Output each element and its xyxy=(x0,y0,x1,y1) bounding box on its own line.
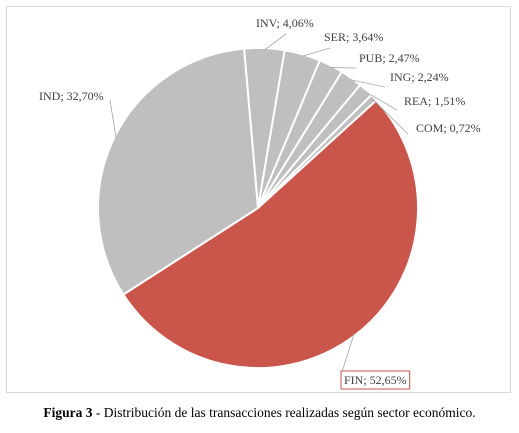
data-label-rea: REA; 1,51% xyxy=(404,94,465,108)
figure-caption: Figura 3 - Distribución de las transacci… xyxy=(0,405,519,421)
leader-line-fin xyxy=(341,333,355,373)
pie-chart: INV; 4,06% SER; 3,64% PUB; 2,47% ING; 2,24%… xyxy=(39,16,481,390)
caption-text: - Distribución de las transacciones real… xyxy=(92,405,476,420)
pie-slice-fin xyxy=(122,98,419,369)
data-label-inv: INV; 4,06% xyxy=(256,16,314,30)
leader-line-rea xyxy=(364,90,398,111)
leader-line-ser xyxy=(301,47,331,57)
leader-line-ing xyxy=(349,79,386,88)
data-label-ser: SER; 3,64% xyxy=(324,30,383,44)
data-labels: INV; 4,06% SER; 3,64% PUB; 2,47% ING; 2,24%… xyxy=(39,16,481,390)
data-label-fin: FIN; 52,65% xyxy=(344,373,407,387)
pie-slices xyxy=(97,47,419,369)
leader-line-inv xyxy=(264,33,287,51)
leader-line-com xyxy=(372,98,409,135)
data-label-ing: ING; 2,24% xyxy=(390,70,449,84)
data-label-com: COM; 0,72% xyxy=(416,121,481,135)
leader-line-pub xyxy=(330,67,357,69)
leader-lines xyxy=(109,33,409,373)
leader-line-ind xyxy=(109,99,117,139)
data-label-ind: IND; 32,70% xyxy=(39,89,104,103)
data-label-pub: PUB; 2,47% xyxy=(359,51,420,65)
pie-slice-ind xyxy=(97,47,260,296)
data-label-box-fin xyxy=(340,370,411,390)
figure-label: Figura 3 xyxy=(43,405,93,420)
